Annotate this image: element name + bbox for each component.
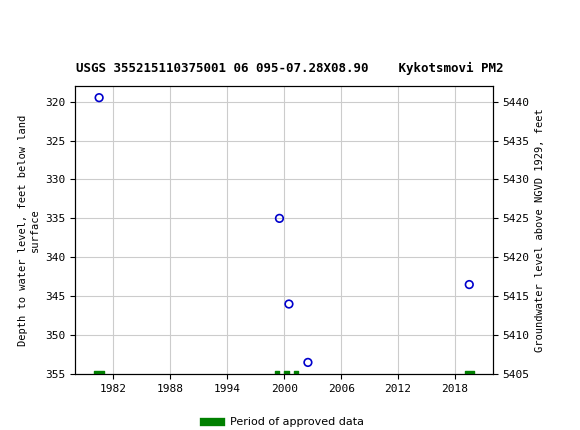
Point <box>275 215 284 222</box>
Point <box>303 359 313 366</box>
Text: ▒USGS: ▒USGS <box>9 17 63 39</box>
Legend: Period of approved data: Period of approved data <box>200 413 368 430</box>
Point <box>465 281 474 288</box>
Point <box>95 94 104 101</box>
Text: USGS 355215110375001 06 095-07.28X08.90    Kykotsmovi PM2: USGS 355215110375001 06 095-07.28X08.90 … <box>76 62 504 75</box>
Point <box>284 301 293 307</box>
Y-axis label: Groundwater level above NGVD 1929, feet: Groundwater level above NGVD 1929, feet <box>535 108 545 352</box>
Y-axis label: Depth to water level, feet below land
surface: Depth to water level, feet below land su… <box>19 114 40 346</box>
